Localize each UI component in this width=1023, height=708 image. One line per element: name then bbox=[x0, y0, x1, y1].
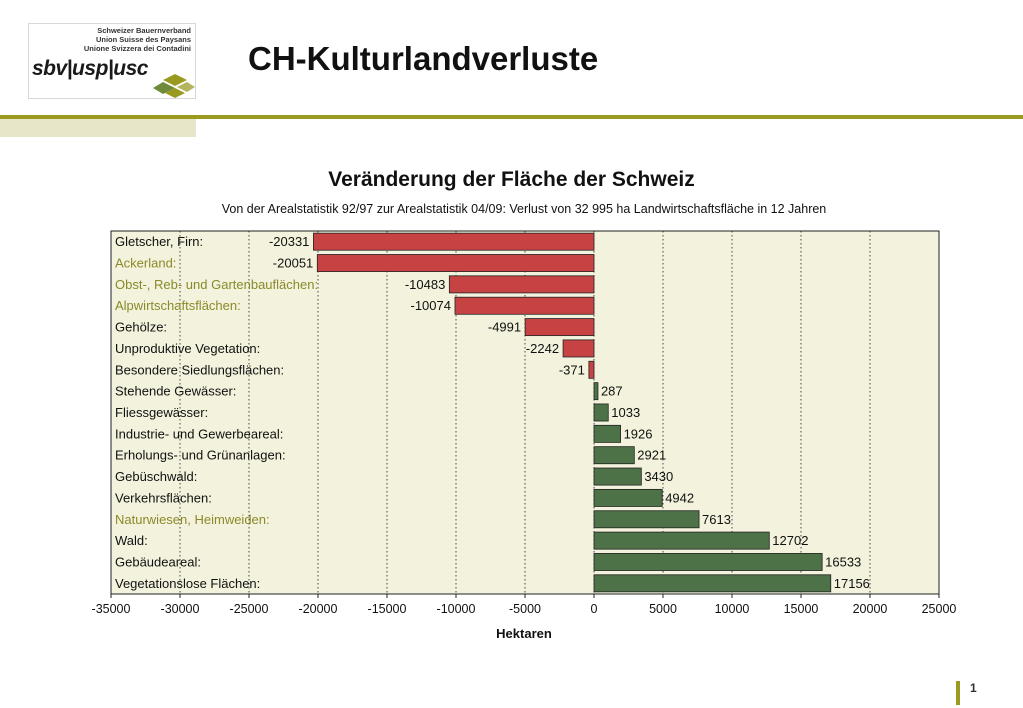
data-label: 17156 bbox=[834, 576, 870, 591]
data-label: 12702 bbox=[772, 533, 808, 548]
category-label: Gletscher, Firn: bbox=[115, 234, 203, 249]
bar bbox=[524, 318, 595, 337]
data-label: 1926 bbox=[624, 426, 653, 441]
category-label: Alpwirtschaftsflächen: bbox=[115, 298, 241, 313]
category-label: Unproduktive Vegetation: bbox=[115, 341, 260, 356]
x-tick-label: 20000 bbox=[853, 602, 888, 616]
data-label: 1033 bbox=[611, 405, 640, 420]
logo-diamond-icon bbox=[153, 74, 195, 98]
page-number-bar bbox=[956, 681, 960, 705]
category-label: Besondere Siedlungsflächen: bbox=[115, 362, 284, 377]
bar bbox=[562, 339, 595, 358]
data-label: 16533 bbox=[825, 554, 861, 569]
x-tick-label: -30000 bbox=[161, 602, 200, 616]
data-label: 4942 bbox=[665, 490, 694, 505]
data-label: 3430 bbox=[644, 469, 673, 484]
bar bbox=[593, 510, 700, 529]
bar bbox=[593, 424, 621, 443]
category-label: Gebüschwald: bbox=[115, 469, 197, 484]
category-label: Verkehrsflächen: bbox=[115, 490, 212, 505]
x-tick-label: 0 bbox=[591, 602, 598, 616]
x-axis-label: Hektaren bbox=[496, 626, 552, 641]
category-label: Erholungs- und Grünanlagen: bbox=[115, 448, 286, 463]
category-label: Stehende Gewässer: bbox=[115, 384, 236, 399]
data-label: 287 bbox=[601, 384, 623, 399]
logo-wordmark: sbv|usp|usc bbox=[32, 57, 148, 80]
bar bbox=[313, 232, 595, 251]
category-label: Gebäudeareal: bbox=[115, 554, 201, 569]
bar bbox=[588, 360, 595, 379]
data-label: -4991 bbox=[488, 320, 521, 335]
x-tick-label: -15000 bbox=[368, 602, 407, 616]
data-label: -10483 bbox=[405, 277, 445, 292]
bar bbox=[593, 553, 823, 571]
x-tick-label: 15000 bbox=[784, 602, 819, 616]
bar bbox=[316, 254, 595, 272]
category-label: Gehölze: bbox=[115, 320, 167, 335]
x-tick-label: -10000 bbox=[437, 602, 476, 616]
chart-subtitle: Von der Arealstatistik 92/97 zur Arealst… bbox=[221, 202, 827, 216]
x-tick-label: -25000 bbox=[230, 602, 269, 616]
data-label: -371 bbox=[559, 362, 585, 377]
page-number: 1 bbox=[970, 681, 977, 695]
logo-text: Schweizer Bauernverband Union Suisse des… bbox=[84, 26, 191, 53]
data-label: 7613 bbox=[702, 512, 731, 527]
data-label: -20331 bbox=[269, 234, 309, 249]
data-label: -2242 bbox=[526, 341, 559, 356]
logo-line: Union Suisse des Paysans bbox=[95, 35, 191, 44]
category-label: Wald: bbox=[115, 533, 148, 548]
bar bbox=[593, 574, 832, 593]
x-tick-label: 5000 bbox=[649, 602, 677, 616]
category-label: Naturwiesen, Heimweiden: bbox=[115, 512, 270, 527]
header-rule bbox=[0, 115, 1023, 119]
bar bbox=[593, 446, 635, 465]
bar bbox=[448, 275, 595, 294]
x-tick-label: 10000 bbox=[715, 602, 750, 616]
category-label: Ackerland: bbox=[115, 256, 176, 271]
x-tick-label: -5000 bbox=[509, 602, 541, 616]
category-label: Industrie- und Gewerbeareal: bbox=[115, 426, 283, 441]
page-title: CH-Kulturlandverluste bbox=[248, 40, 599, 77]
bar bbox=[593, 467, 642, 486]
x-tick-label: -20000 bbox=[299, 602, 338, 616]
category-label: Fliessgewässer: bbox=[115, 405, 208, 420]
bar bbox=[593, 382, 599, 401]
data-label: -10074 bbox=[410, 298, 450, 313]
logo-line: Unione Svizzera dei Contadini bbox=[83, 44, 191, 53]
bar bbox=[593, 488, 663, 507]
category-label: Vegetationslose Flächen: bbox=[115, 576, 260, 591]
category-label: Obst-, Reb- und Gartenbauflächen: bbox=[115, 277, 318, 292]
bar bbox=[454, 296, 595, 315]
logo: Schweizer Bauernverband Union Suisse des… bbox=[28, 23, 196, 99]
data-label: 2921 bbox=[637, 448, 666, 463]
bar bbox=[593, 403, 609, 422]
chart-title: Veränderung der Fläche der Schweiz bbox=[328, 168, 695, 191]
logo-line: Schweizer Bauernverband bbox=[97, 26, 191, 35]
x-tick-label: -35000 bbox=[92, 602, 131, 616]
x-tick-label: 25000 bbox=[922, 602, 957, 616]
header-rule-tab bbox=[0, 119, 196, 137]
bar bbox=[593, 531, 770, 550]
data-label: -20051 bbox=[273, 256, 313, 271]
